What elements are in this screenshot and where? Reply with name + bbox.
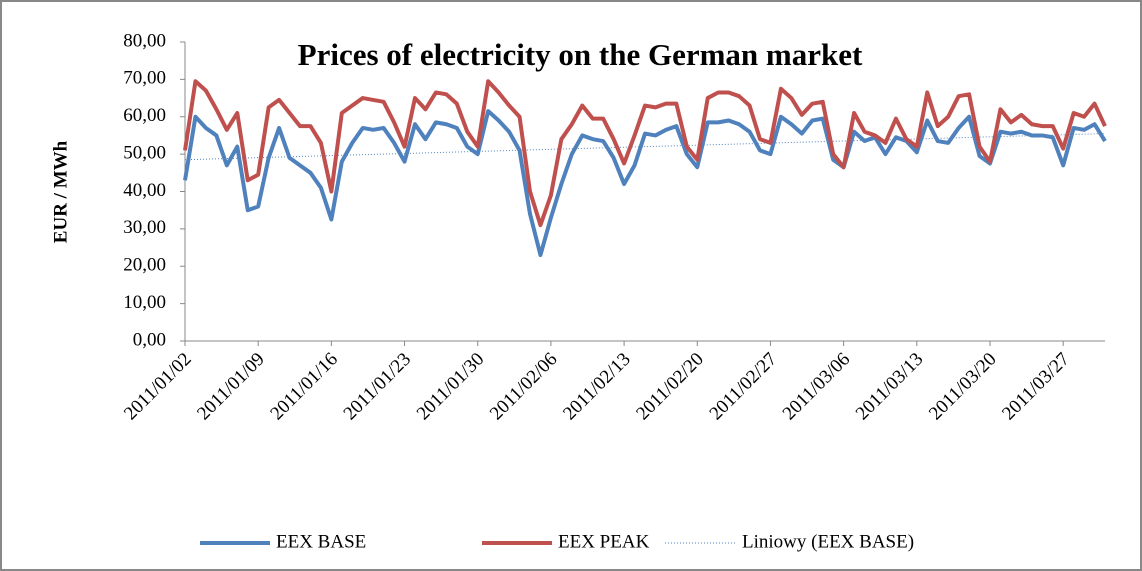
- y-tick-label: 60,00: [123, 105, 166, 126]
- y-axis-title: EUR / MWh: [50, 140, 71, 243]
- y-tick-label: 70,00: [123, 68, 166, 89]
- chart-title: Prices of electricity on the German mark…: [298, 37, 863, 72]
- trendline: [184, 133, 1106, 161]
- series-line: [183, 79, 1107, 228]
- y-tick-label: 80,00: [123, 30, 166, 51]
- legend-label: EEX BASE: [276, 531, 366, 552]
- y-tick-label: 20,00: [123, 255, 166, 276]
- legend-label: EEX PEAK: [558, 531, 650, 552]
- legend-label: Liniowy (EEX BASE): [742, 531, 914, 552]
- y-tick-label: 30,00: [123, 217, 166, 238]
- y-tick-label: 10,00: [123, 292, 166, 313]
- series-line: [183, 109, 1107, 258]
- y-tick-label: 40,00: [123, 180, 166, 201]
- y-tick-label: 0,00: [133, 329, 166, 350]
- y-tick-label: 50,00: [123, 142, 166, 163]
